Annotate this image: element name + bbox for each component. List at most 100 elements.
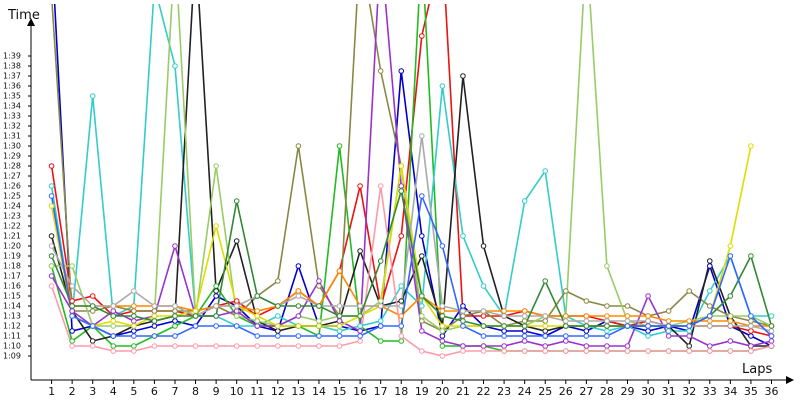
lap-point bbox=[460, 303, 466, 309]
x-tick-label: 3 bbox=[89, 385, 96, 398]
lap-point bbox=[439, 303, 446, 309]
lap-point bbox=[336, 313, 343, 319]
lap-point bbox=[706, 288, 713, 294]
x-tick-label: 5 bbox=[130, 385, 137, 398]
y-tick-label: 1:23 bbox=[3, 212, 21, 221]
lap-point bbox=[460, 233, 466, 239]
lap-point bbox=[604, 343, 610, 349]
lap-point bbox=[768, 328, 775, 334]
plot-area bbox=[48, 4, 775, 359]
lap-point bbox=[706, 313, 713, 319]
lap-point bbox=[357, 333, 363, 339]
lap-point bbox=[172, 308, 178, 314]
lap-line bbox=[50, 4, 772, 348]
lap-point bbox=[645, 333, 651, 339]
lap-point bbox=[357, 313, 363, 319]
lap-point bbox=[480, 243, 487, 249]
lap-point bbox=[727, 293, 734, 299]
lap-point bbox=[213, 313, 219, 319]
y-axis-label: Time bbox=[7, 8, 40, 23]
lap-point bbox=[357, 338, 363, 344]
lap-point bbox=[624, 303, 631, 309]
lap-point bbox=[172, 333, 178, 339]
lap-point bbox=[151, 318, 158, 324]
lap-point bbox=[131, 318, 137, 324]
x-tick-label: 25 bbox=[538, 385, 552, 398]
x-tick-label: 10 bbox=[230, 385, 244, 398]
lap-point bbox=[275, 333, 281, 339]
lap-point bbox=[192, 323, 199, 329]
lap-point bbox=[439, 243, 446, 249]
lap-point bbox=[233, 238, 240, 244]
y-tick-label: 1:20 bbox=[3, 242, 21, 251]
y-tick-label: 1:24 bbox=[3, 202, 21, 211]
lap-point bbox=[542, 313, 549, 319]
lap-point bbox=[275, 343, 281, 349]
lap-point bbox=[439, 328, 446, 334]
lap-point bbox=[254, 308, 261, 314]
lap-point bbox=[131, 288, 137, 294]
lap-point bbox=[398, 283, 405, 289]
lap-point bbox=[501, 328, 507, 334]
lap-point bbox=[377, 318, 384, 324]
lap-point bbox=[398, 183, 405, 189]
lap-point bbox=[110, 323, 117, 329]
lap-point bbox=[131, 313, 137, 319]
lap-point bbox=[768, 343, 775, 349]
x-tick-label: 12 bbox=[271, 385, 285, 398]
lap-point bbox=[645, 323, 651, 329]
lap-point bbox=[439, 308, 446, 314]
x-tick-label: 4 bbox=[110, 385, 117, 398]
x-tick-label: 14 bbox=[312, 385, 326, 398]
lap-point bbox=[295, 323, 302, 329]
lap-point bbox=[521, 308, 528, 314]
lap-point bbox=[151, 333, 158, 339]
lap-point bbox=[604, 328, 610, 334]
lap-point bbox=[419, 253, 425, 259]
lap-point bbox=[357, 323, 363, 329]
x-tick-label: 30 bbox=[641, 385, 655, 398]
lap-point bbox=[295, 313, 302, 319]
lap-point bbox=[316, 303, 322, 309]
lap-point bbox=[48, 283, 55, 289]
lap-point bbox=[336, 333, 343, 339]
lap-point bbox=[501, 308, 507, 314]
lap-point bbox=[89, 323, 96, 329]
lap-point bbox=[501, 333, 507, 339]
lap-point bbox=[398, 233, 405, 239]
lap-point bbox=[419, 33, 425, 39]
lap-point bbox=[419, 328, 425, 334]
lap-point bbox=[686, 333, 693, 339]
y-tick-label: 1:17 bbox=[3, 272, 21, 281]
lap-point bbox=[460, 308, 466, 314]
lap-point bbox=[419, 313, 425, 319]
y-tick-label: 1:16 bbox=[3, 282, 21, 291]
lap-point bbox=[748, 323, 754, 329]
lap-point bbox=[295, 333, 302, 339]
lap-point bbox=[89, 308, 96, 314]
lap-point bbox=[48, 243, 55, 249]
lap-point bbox=[357, 248, 363, 254]
lap-point bbox=[151, 308, 158, 314]
lap-point bbox=[398, 303, 405, 309]
lap-point bbox=[336, 268, 343, 274]
lap-point bbox=[254, 293, 261, 299]
lap-point bbox=[48, 233, 55, 239]
lap-point bbox=[377, 303, 384, 309]
lap-point bbox=[316, 323, 322, 329]
lap-point bbox=[542, 328, 549, 334]
lap-point bbox=[624, 313, 631, 319]
lap-point bbox=[316, 343, 322, 349]
lap-point bbox=[604, 303, 610, 309]
lap-point bbox=[213, 163, 219, 169]
x-tick-label: 15 bbox=[333, 385, 347, 398]
lap-point bbox=[419, 133, 425, 139]
lap-point bbox=[233, 308, 240, 314]
y-tick-label: 1:25 bbox=[3, 192, 21, 201]
x-tick-label: 28 bbox=[600, 385, 614, 398]
lap-point bbox=[69, 303, 75, 309]
lap-point bbox=[521, 313, 528, 319]
lap-point bbox=[89, 293, 96, 299]
lap-point bbox=[686, 328, 693, 334]
lap-point bbox=[295, 343, 302, 349]
